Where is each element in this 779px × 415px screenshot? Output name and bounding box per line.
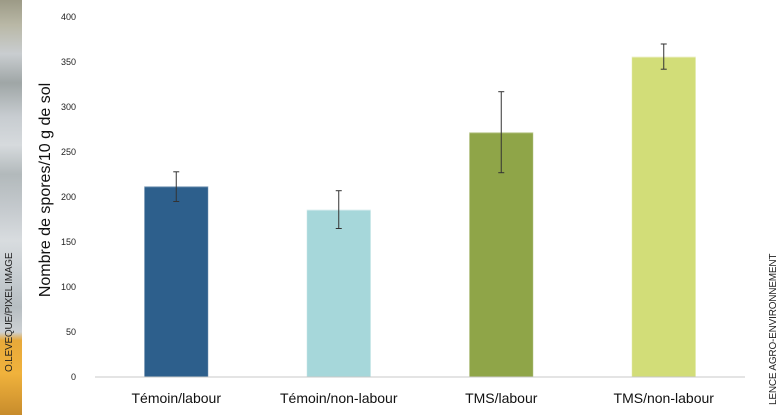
x-category-label: Témoin/non-labour (280, 390, 398, 406)
y-tick-label: 150 (61, 237, 76, 247)
error-bar-4 (660, 43, 667, 70)
photo-credit-left: O.LEVEQUE/PIXEL IMAGE (4, 252, 15, 372)
y-axis-ticks: 0 50 100 150 200 250 300 350 400 (61, 12, 76, 382)
bar-4 (631, 56, 697, 378)
x-category-label: TMS/labour (465, 390, 538, 406)
y-tick-label: 350 (61, 57, 76, 67)
error-bars (173, 43, 667, 229)
x-category-label: Témoin/labour (132, 390, 222, 406)
error-bar-3 (498, 91, 505, 174)
background-photo-strip (0, 0, 22, 415)
y-tick-label: 50 (66, 327, 76, 337)
y-tick-label: 250 (61, 147, 76, 157)
bar-1 (143, 185, 209, 378)
y-tick-label: 0 (71, 372, 76, 382)
y-tick-label: 300 (61, 102, 76, 112)
error-bar-1 (173, 171, 180, 202)
error-bar-2 (335, 190, 342, 229)
bar-2 (306, 209, 372, 378)
y-axis-title: Nombre de spores/10 g de sol (37, 83, 54, 297)
y-tick-label: 400 (61, 12, 76, 22)
photo-credit-right: LENCE AGRO-ENVIRONNEMENT (768, 253, 779, 405)
x-category-label: TMS/non-labour (614, 390, 715, 406)
x-axis-labels: Témoin/labour Témoin/non-labour TMS/labour… (132, 390, 715, 406)
bars (143, 56, 697, 378)
y-tick-label: 200 (61, 192, 76, 202)
y-tick-label: 100 (61, 282, 76, 292)
